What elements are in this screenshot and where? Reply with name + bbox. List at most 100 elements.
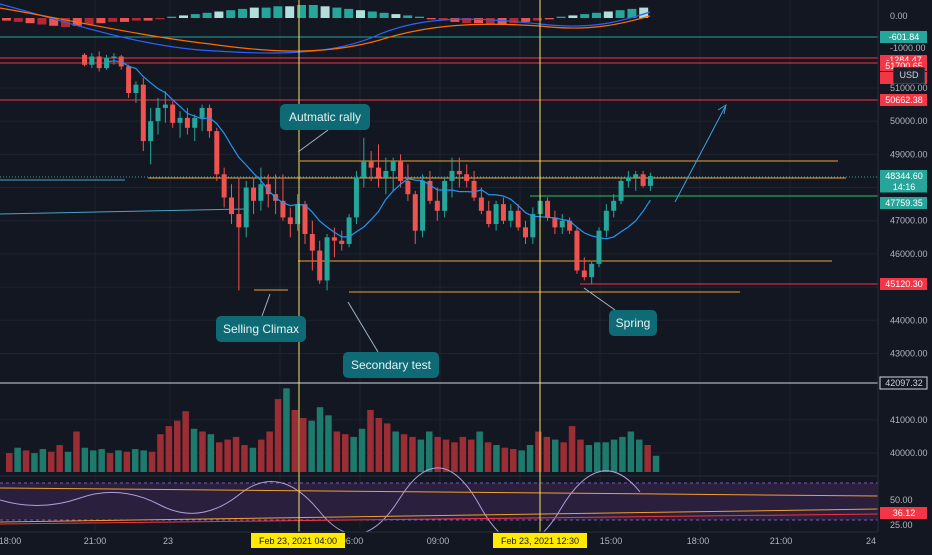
candle-body[interactable] xyxy=(456,170,462,175)
candle-body[interactable] xyxy=(449,170,455,181)
price-label-box[interactable] xyxy=(880,31,927,43)
candle-body[interactable] xyxy=(140,84,146,142)
candle-body[interactable] xyxy=(603,210,609,231)
candle-body[interactable] xyxy=(552,217,558,228)
candle-body[interactable] xyxy=(353,177,359,218)
candle-body[interactable] xyxy=(199,107,205,118)
trend-line[interactable] xyxy=(0,208,246,215)
candle-body[interactable] xyxy=(192,117,198,128)
candle-body[interactable] xyxy=(170,104,176,123)
candle-body[interactable] xyxy=(633,174,639,178)
candle-body[interactable] xyxy=(478,197,484,211)
candle-body[interactable] xyxy=(508,210,514,221)
rsi-trend-line[interactable] xyxy=(0,513,879,525)
candle-body[interactable] xyxy=(221,174,227,198)
candle-body[interactable] xyxy=(376,167,381,178)
candle-body[interactable] xyxy=(280,200,286,218)
candle-body[interactable] xyxy=(640,174,646,186)
projection-arrow[interactable] xyxy=(674,106,726,203)
candle-body[interactable] xyxy=(287,217,293,225)
candle-body[interactable] xyxy=(155,107,161,122)
candle-body[interactable] xyxy=(368,161,374,168)
candle-body[interactable] xyxy=(618,180,624,201)
candle-body[interactable] xyxy=(464,174,470,181)
candle-body[interactable] xyxy=(162,104,168,108)
candle-body[interactable] xyxy=(611,200,617,211)
candle-body[interactable] xyxy=(184,117,190,128)
candle-body[interactable] xyxy=(111,56,117,59)
candle-body[interactable] xyxy=(331,237,337,241)
candle-body[interactable] xyxy=(559,220,565,228)
highlighted-time-box[interactable] xyxy=(493,533,587,548)
macd-histogram-bar xyxy=(603,11,613,18)
candle-body[interactable] xyxy=(442,180,448,211)
candle-body[interactable] xyxy=(596,230,602,264)
price-label-box[interactable] xyxy=(880,278,927,290)
candle-body[interactable] xyxy=(295,204,301,225)
candle-body[interactable] xyxy=(104,58,110,69)
candle-body[interactable] xyxy=(383,170,389,178)
candle-body[interactable] xyxy=(302,204,308,234)
candle-body[interactable] xyxy=(89,56,95,65)
highlighted-time-box[interactable] xyxy=(251,533,345,548)
candle-body[interactable] xyxy=(427,180,433,201)
selling-climax-callout[interactable] xyxy=(216,316,306,342)
candle-body[interactable] xyxy=(251,187,257,201)
candle-body[interactable] xyxy=(361,161,367,178)
candle-body[interactable] xyxy=(486,210,492,225)
price-label-box[interactable] xyxy=(880,94,927,106)
price-label-box[interactable] xyxy=(880,61,927,71)
candle-body[interactable] xyxy=(589,263,595,278)
candle-body[interactable] xyxy=(545,200,551,218)
candle-body[interactable] xyxy=(567,220,573,231)
candle-body[interactable] xyxy=(398,161,404,181)
candle-body[interactable] xyxy=(405,180,411,195)
candle-body[interactable] xyxy=(236,214,242,228)
candle-body[interactable] xyxy=(625,177,631,181)
candle-body[interactable] xyxy=(500,204,506,221)
candle-body[interactable] xyxy=(309,234,315,251)
automatic-rally-callout[interactable] xyxy=(280,104,370,130)
candle-body[interactable] xyxy=(581,270,587,278)
rsi-trend-line[interactable] xyxy=(0,487,879,497)
candle-body[interactable] xyxy=(434,200,440,211)
macd-tick-label: -1000.00 xyxy=(890,43,926,53)
secondary-test-callout[interactable] xyxy=(343,352,439,378)
candle-body[interactable] xyxy=(420,180,426,231)
currency-badge[interactable]: USD xyxy=(893,67,925,84)
price-label-box[interactable] xyxy=(880,55,927,65)
candle-body[interactable] xyxy=(515,210,521,228)
candle-body[interactable] xyxy=(647,176,653,186)
candle-body[interactable] xyxy=(96,56,102,69)
candle-body[interactable] xyxy=(523,227,528,238)
spring-callout[interactable] xyxy=(609,310,657,336)
candle-body[interactable] xyxy=(243,187,249,228)
candle-body[interactable] xyxy=(530,214,536,238)
candle-body[interactable] xyxy=(390,161,396,171)
candle-body[interactable] xyxy=(574,230,580,271)
candle-body[interactable] xyxy=(177,117,183,123)
candle-body[interactable] xyxy=(346,217,352,244)
candle-body[interactable] xyxy=(133,84,139,93)
rsi-trend-line[interactable] xyxy=(0,508,879,523)
candle-body[interactable] xyxy=(126,66,132,93)
price-label-box[interactable] xyxy=(880,507,927,519)
candle-body[interactable] xyxy=(412,194,418,231)
candle-body[interactable] xyxy=(339,240,345,244)
price-label-box[interactable] xyxy=(879,376,928,390)
price-label-box[interactable] xyxy=(880,170,927,182)
candle-body[interactable] xyxy=(317,250,323,281)
candle-body[interactable] xyxy=(229,197,234,215)
price-label-box[interactable] xyxy=(880,197,927,209)
price-label-box[interactable] xyxy=(880,181,927,193)
candle-body[interactable] xyxy=(324,237,330,281)
candle-body[interactable] xyxy=(214,131,220,175)
candle-body[interactable] xyxy=(82,54,87,65)
candle-body[interactable] xyxy=(258,184,264,201)
candle-body[interactable] xyxy=(471,180,477,198)
candle-body[interactable] xyxy=(148,121,154,142)
candle-body[interactable] xyxy=(493,204,499,225)
candle-body[interactable] xyxy=(206,107,212,132)
